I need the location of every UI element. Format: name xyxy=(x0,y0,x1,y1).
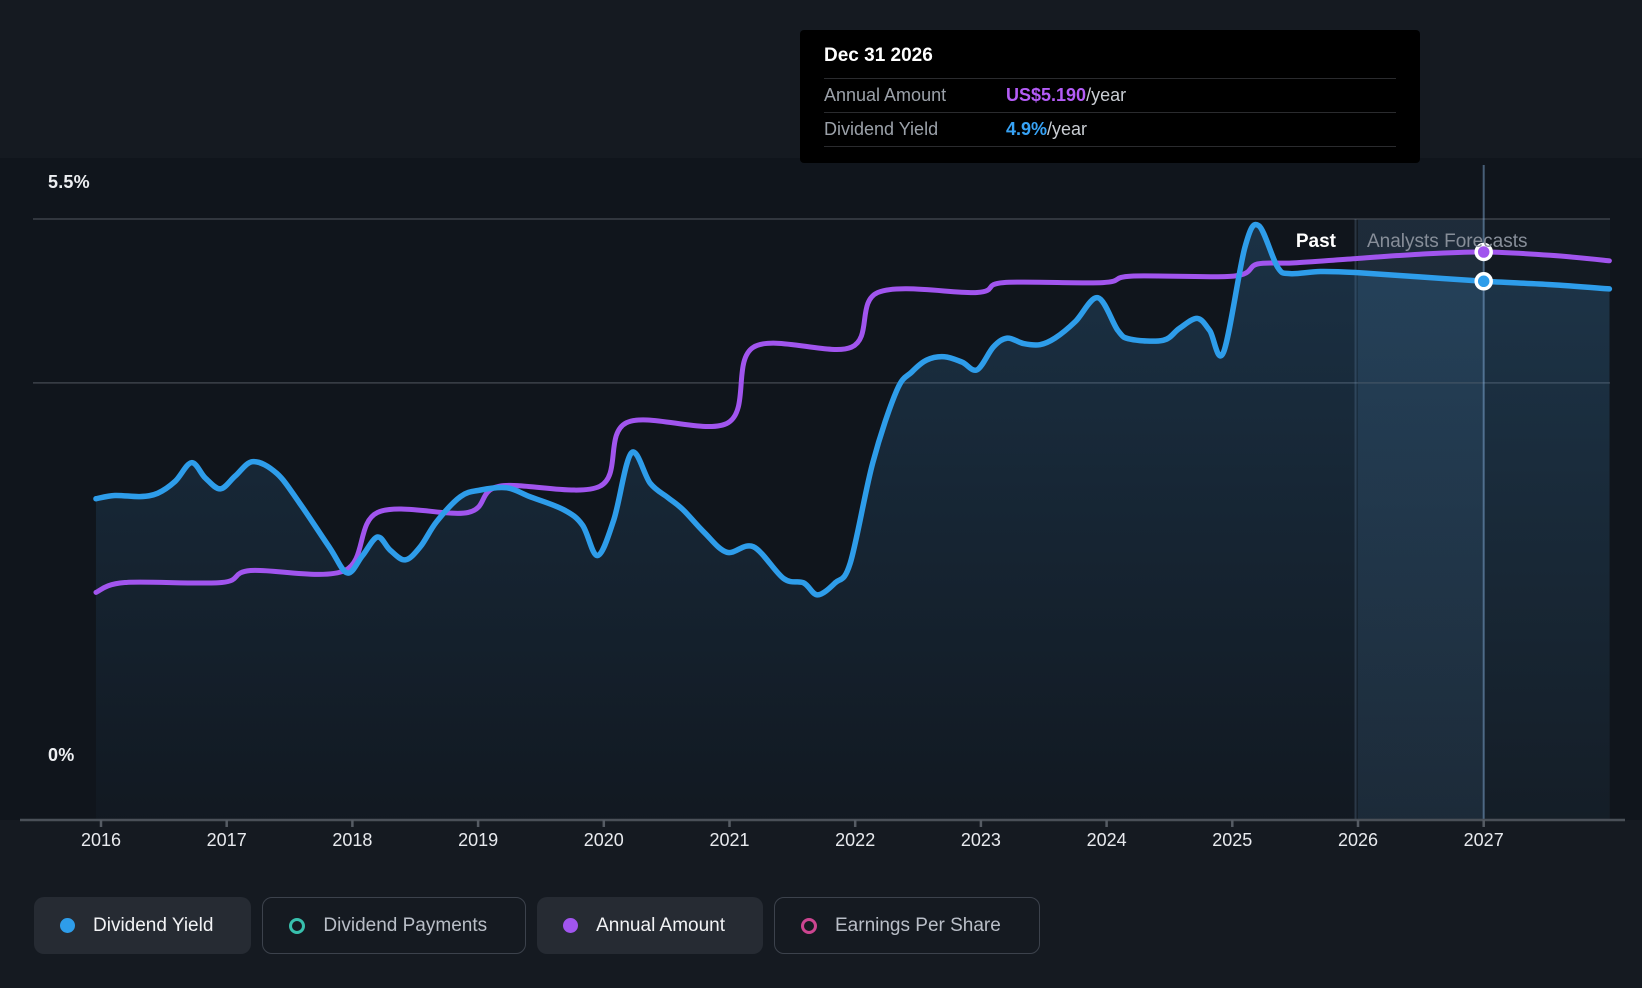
legend-item-annual-amount[interactable]: Annual Amount xyxy=(537,897,763,954)
x-axis-label-2020: 2020 xyxy=(583,830,624,850)
y-axis-top-label: 5.5% xyxy=(48,172,90,192)
analysts-forecasts-region-label: Analysts Forecasts xyxy=(1367,231,1528,252)
x-axis-label-2018: 2018 xyxy=(332,830,373,850)
y-axis-bottom-label: 0% xyxy=(48,745,75,765)
x-axis-label-2024: 2024 xyxy=(1086,830,1127,850)
tooltip-row-dividend-yield: Dividend Yield 4.9%/year xyxy=(824,113,1396,147)
annual-amount-dot-icon xyxy=(563,918,579,933)
legend-item-earnings-per-share[interactable]: Earnings Per Share xyxy=(774,897,1040,954)
chart-tooltip: Dec 31 2026 Annual Amount US$5.190/year … xyxy=(800,30,1420,163)
legend-label-dividend-yield: Dividend Yield xyxy=(93,914,214,936)
legend-label-earnings-per-share: Earnings Per Share xyxy=(835,914,1001,936)
x-axis-label-2017: 2017 xyxy=(206,830,247,850)
past-region-label: Past xyxy=(1295,231,1336,252)
dividend-yield-dot-icon xyxy=(60,918,75,933)
x-axis-label-2025: 2025 xyxy=(1212,830,1253,850)
legend-item-dividend-yield[interactable]: Dividend Yield xyxy=(34,897,252,954)
tooltip-value-dividend-yield: 4.9%/year xyxy=(1006,119,1088,139)
tooltip-value-annual-amount: US$5.190/year xyxy=(1006,85,1127,105)
legend-item-dividend-payments[interactable]: Dividend Payments xyxy=(262,897,527,954)
tooltip-label-annual-amount: Annual Amount xyxy=(824,85,947,105)
dividend-payments-ring-icon xyxy=(289,917,306,934)
x-axis-label-2026: 2026 xyxy=(1337,830,1379,850)
legend-label-dividend-payments: Dividend Payments xyxy=(323,914,488,936)
tooltip-date: Dec 31 2026 xyxy=(824,30,1396,79)
x-axis-label-2027: 2027 xyxy=(1463,830,1504,850)
x-axis-label-2022: 2022 xyxy=(835,830,876,850)
x-axis-label-2016: 2016 xyxy=(80,830,122,850)
chart-legend: Dividend Yield Dividend Payments Annual Am… xyxy=(34,897,1040,954)
x-axis-label-2023: 2023 xyxy=(960,830,1001,850)
tooltip-label-dividend-yield: Dividend Yield xyxy=(824,119,939,139)
earnings-per-share-ring-icon xyxy=(801,917,817,934)
dividend-yield-line xyxy=(93,221,1613,598)
annual-amount-line xyxy=(93,249,1612,595)
tooltip-row-annual-amount: Annual Amount US$5.190/year xyxy=(824,79,1396,113)
dividend-yield-marker xyxy=(1474,272,1493,291)
annual-amount-marker xyxy=(1474,242,1493,262)
x-axis-label-2019: 2019 xyxy=(458,830,499,850)
legend-label-annual-amount: Annual Amount xyxy=(596,914,725,936)
dividend-yield-area-fill xyxy=(95,224,1610,820)
x-axis-label-2021: 2021 xyxy=(709,830,750,850)
